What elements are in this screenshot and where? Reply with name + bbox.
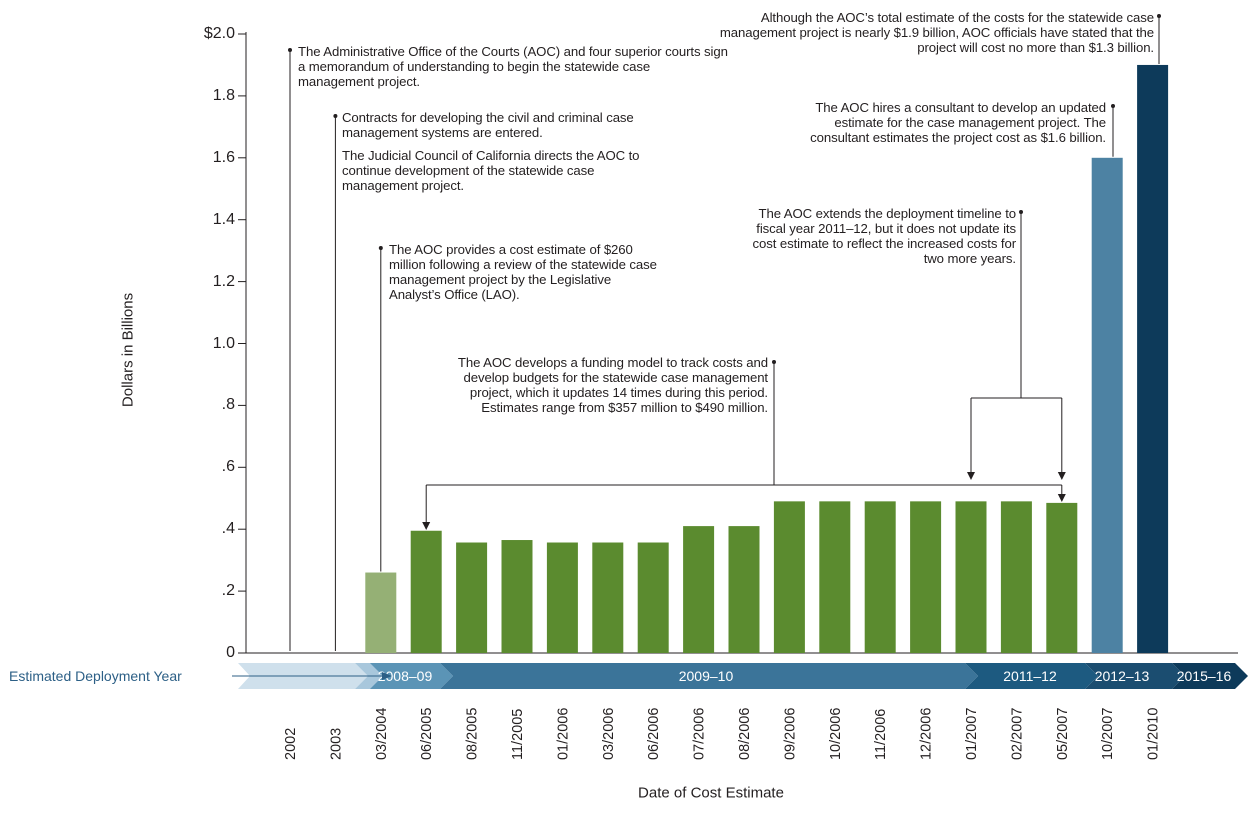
y-tick-label: .2: [222, 582, 235, 600]
bar-06/2005: [411, 531, 442, 653]
annotation-2002: The Administrative Office of the Courts …: [298, 44, 728, 89]
x-tick-label: 01/2007: [964, 708, 980, 760]
annotation-text: Although the AOC’s total estimate of the…: [700, 10, 1154, 55]
bar-01/2007: [956, 501, 987, 653]
x-tick-label: 06/2006: [646, 708, 662, 760]
y-tick-label: 1.6: [213, 149, 235, 167]
deployment-year-label: Estimated Deployment Year: [9, 668, 182, 684]
y-tick-label: $2.0: [204, 25, 235, 43]
x-tick-label: 02/2007: [1009, 708, 1025, 760]
x-tick-label: 2003: [328, 728, 344, 760]
x-tick-labels: 2002 2003 03/2004 06/2005 08/2005 11/2005 01/2…: [283, 708, 1162, 760]
deployment-segment-label: 2012–13: [1095, 668, 1150, 684]
leader-arrowhead: [1058, 494, 1066, 502]
x-tick-label: 08/2006: [737, 708, 753, 760]
bar-08/2006: [729, 526, 760, 653]
bar-12/2006: [910, 501, 941, 653]
leader-arrowhead: [422, 522, 430, 530]
bar-11/2005: [502, 540, 533, 653]
annotation-funding-model: The AOC develops a funding model to trac…: [426, 355, 768, 415]
annotation-text: The AOC extends the deployment timeline …: [740, 206, 1016, 266]
bar-02/2007: [1001, 501, 1032, 653]
x-tick-label: 12/2006: [919, 708, 935, 760]
x-tick-label: 07/2006: [692, 708, 708, 760]
x-tick-label: 06/2005: [419, 708, 435, 760]
x-tick-label: 09/2006: [782, 708, 798, 760]
bar-11/2006: [865, 501, 896, 653]
bar-03/2006: [592, 543, 623, 653]
annotation-text: The Administrative Office of the Courts …: [298, 44, 728, 89]
bar-01/2006: [547, 543, 578, 653]
x-tick-label: 10/2007: [1100, 708, 1116, 760]
annotation-deployment-extension: The AOC extends the deployment timeline …: [740, 206, 1016, 266]
annotation-total-estimate: Although the AOC’s total estimate of the…: [700, 10, 1154, 55]
x-axis-label: Date of Cost Estimate: [638, 785, 784, 802]
deployment-band: 2008–09 2009–10 2011–12 2012–13 2015–16: [232, 663, 1248, 689]
y-tick-label: .4: [222, 520, 235, 538]
deployment-segment-label: 2009–10: [679, 668, 734, 684]
annotation-text: Contracts for developing the civil and c…: [342, 110, 672, 140]
bar-06/2006: [638, 543, 669, 653]
annotation-text: The Judicial Council of California direc…: [342, 148, 672, 193]
leader-dot: [333, 114, 337, 118]
leader-dot: [379, 246, 383, 250]
y-tick-label: 0: [226, 644, 235, 662]
x-tick-label: 05/2007: [1055, 708, 1071, 760]
x-tick-label: 2002: [283, 728, 299, 760]
y-axis-label: Dollars in Billions: [120, 293, 137, 407]
y-tick-label: 1.0: [213, 335, 235, 353]
y-tick-label: .6: [222, 458, 235, 476]
bar-03/2004: [365, 573, 396, 653]
y-tick-label: 1.2: [213, 273, 235, 291]
leader-dot: [772, 360, 776, 364]
deployment-segment-label: 2011–12: [1003, 668, 1057, 684]
bar-01/2010: [1137, 65, 1168, 653]
bar-10/2006: [819, 501, 850, 653]
annotation-2003: Contracts for developing the civil and c…: [342, 110, 672, 193]
annotation-consultant: The AOC hires a consultant to develop an…: [776, 100, 1106, 145]
bar-05/2007: [1046, 503, 1077, 653]
x-tick-label: 11/2006: [873, 709, 889, 760]
leader-dot: [1019, 210, 1023, 214]
annotation-text: The AOC develops a funding model to trac…: [426, 355, 768, 415]
y-tick-label: 1.8: [213, 87, 235, 105]
leader-arrowhead: [967, 472, 975, 480]
x-tick-label: 03/2004: [374, 708, 390, 760]
leader-arrowhead: [1058, 472, 1066, 480]
x-tick-label: 01/2006: [555, 708, 571, 760]
bar-10/2007: [1092, 158, 1123, 653]
bar-08/2005: [456, 543, 487, 653]
annotation-text: The AOC hires a consultant to develop an…: [776, 100, 1106, 145]
y-tick-label: 1.4: [213, 211, 235, 229]
leader-dot: [288, 48, 292, 52]
y-tick-label: .8: [222, 396, 235, 414]
annotation-2004: The AOC provides a cost estimate of $260…: [389, 242, 659, 302]
leader-dot: [1157, 14, 1161, 18]
x-tick-label: 01/2010: [1146, 708, 1162, 760]
x-tick-label: 11/2005: [510, 709, 526, 760]
annotation-text: The AOC provides a cost estimate of $260…: [389, 242, 659, 302]
x-tick-label: 03/2006: [601, 708, 617, 760]
x-tick-label: 10/2006: [828, 708, 844, 760]
bar-07/2006: [683, 526, 714, 653]
bar-09/2006: [774, 501, 805, 653]
leader-dot: [1111, 104, 1115, 108]
x-tick-label: 08/2005: [465, 708, 481, 760]
deployment-segment-label: 2015–16: [1177, 668, 1232, 684]
